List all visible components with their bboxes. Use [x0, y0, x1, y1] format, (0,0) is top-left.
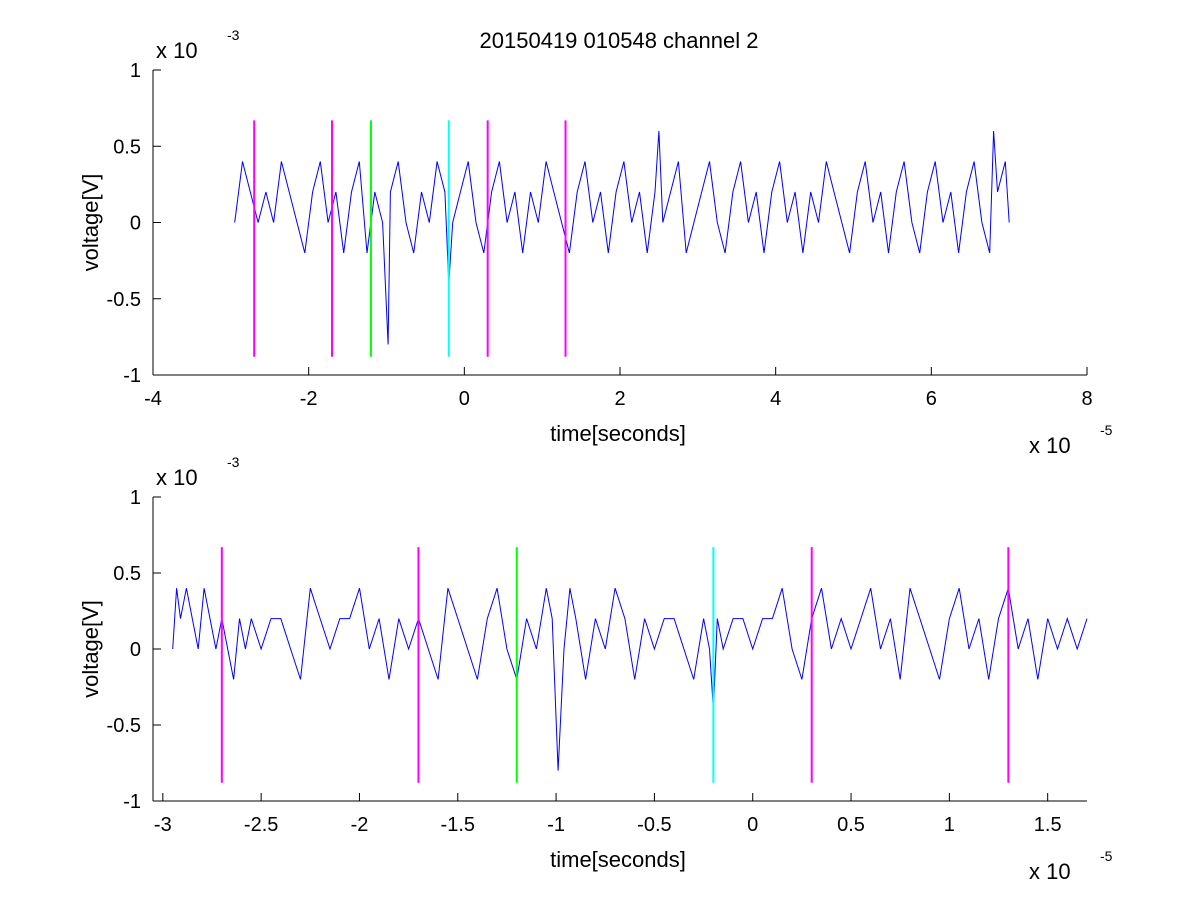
x-tick-label: -3: [154, 814, 172, 836]
y-tick-label: 0.5: [113, 136, 141, 158]
x-axis-label: time[seconds]: [550, 847, 686, 872]
x-tick-label: 0: [459, 388, 470, 410]
x-multiplier-label: x 10: [1029, 433, 1071, 458]
y-multiplier-label: x 10: [156, 465, 198, 490]
x-tick-label: -2.5: [244, 814, 278, 836]
x-tick-label: 0.5: [837, 814, 865, 836]
x-tick-label: 1.5: [1034, 814, 1062, 836]
figure-title: 20150419 010548 channel 2: [480, 28, 759, 53]
signal-series-line: [172, 588, 1088, 771]
y-axis-label: voltage[V]: [78, 600, 103, 698]
x-tick-label: 2: [614, 388, 625, 410]
x-multiplier-exponent: -5: [1100, 848, 1113, 864]
x-tick-label: -1.5: [441, 814, 475, 836]
y-multiplier-label: x 10: [156, 38, 198, 63]
y-tick-label: 0: [130, 213, 141, 235]
y-tick-label: -1: [123, 365, 141, 387]
x-tick-label: -0.5: [637, 814, 671, 836]
y-tick-label: -0.5: [107, 289, 141, 311]
y-multiplier-exponent: -3: [227, 454, 240, 470]
x-tick-label: -1: [547, 814, 565, 836]
x-axis-label: time[seconds]: [550, 421, 686, 446]
x-multiplier-label: x 10: [1029, 859, 1071, 884]
y-tick-label: -0.5: [107, 715, 141, 737]
y-tick-label: 0.5: [113, 563, 141, 585]
x-tick-label: 8: [1081, 388, 1092, 410]
bottom-axes: -3 -2.5 -2 -1.5 -1 -0.5 0 0.5 1 1.5 1 0.5 0 -0.5 -1 tim…: [78, 454, 1113, 884]
y-tick-label: 1: [130, 60, 141, 82]
y-tick-label: 0: [130, 639, 141, 661]
y-axis-label: voltage[V]: [78, 174, 103, 272]
x-tick-label: 6: [926, 388, 937, 410]
x-tick-label: -2: [351, 814, 369, 836]
y-tick-label: 1: [130, 487, 141, 509]
top-axes: -4 -2 0 2 4 6 8 1 0.5 0 -0.5 -1 time[seconds] voltage…: [78, 27, 1113, 458]
x-multiplier-exponent: -5: [1100, 422, 1113, 438]
x-tick-label: -4: [144, 388, 162, 410]
x-tick-label: -2: [300, 388, 318, 410]
y-multiplier-exponent: -3: [227, 27, 240, 43]
signal-series-line: [234, 130, 1010, 345]
x-tick-label: 0: [747, 814, 758, 836]
x-tick-label: 4: [770, 388, 781, 410]
x-tick-label: 1: [944, 814, 955, 836]
y-tick-label: -1: [123, 791, 141, 813]
